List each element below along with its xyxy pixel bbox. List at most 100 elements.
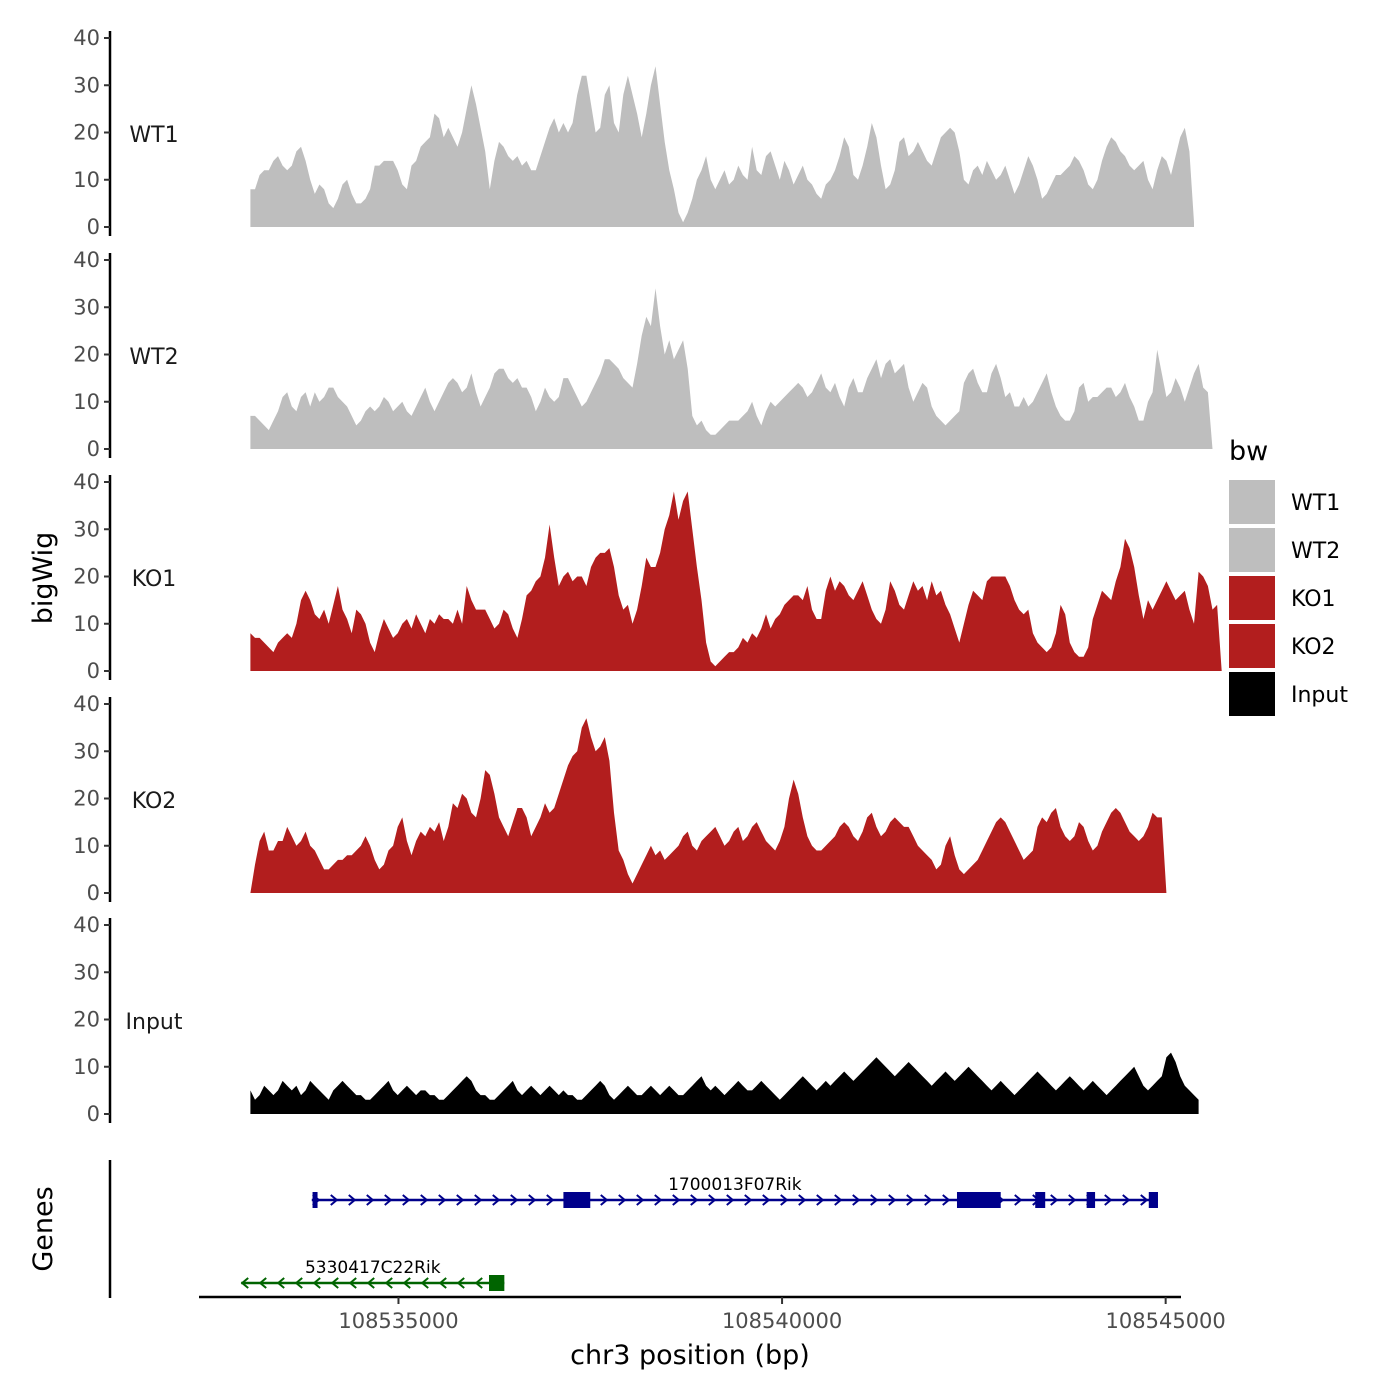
y-tick-label: 20 <box>73 343 100 367</box>
gene-exon <box>1035 1192 1046 1208</box>
strand-arrow <box>1014 1194 1023 1206</box>
strand-arrow <box>276 1277 285 1289</box>
strand-arrow <box>726 1194 735 1206</box>
y-tick-label: 30 <box>73 960 100 984</box>
y-tick-label: 0 <box>87 1102 100 1126</box>
track-label-wt1: WT1 <box>129 123 178 148</box>
strand-arrow <box>618 1194 627 1206</box>
legend-key-wt1 <box>1229 480 1275 524</box>
strand-arrow <box>384 1277 393 1289</box>
strand-arrow <box>294 1277 303 1289</box>
legend: bw WT1 WT2 KO1 KO2 Input <box>1229 436 1348 716</box>
strand-arrow <box>708 1194 717 1206</box>
y-tick-label: 10 <box>73 1055 100 1079</box>
strand-arrow <box>1140 1194 1149 1206</box>
strand-arrow <box>798 1194 807 1206</box>
y-tick-label: 0 <box>87 881 100 905</box>
track-label-input: Input <box>126 1010 183 1035</box>
strand-arrow <box>546 1194 555 1206</box>
track-panel-wt2: 0 10 20 30 40 WT2 <box>73 248 1213 461</box>
y-tick-label: 30 <box>73 295 100 319</box>
strand-arrow <box>654 1194 663 1206</box>
strand-arrow <box>510 1194 519 1206</box>
coverage-area-wt1 <box>250 66 1194 227</box>
strand-arrow <box>942 1194 951 1206</box>
legend-label-wt1: WT1 <box>1291 491 1340 516</box>
strand-arrow <box>258 1277 267 1289</box>
legend-title: bw <box>1229 436 1268 467</box>
gene-track: 1700013F07Rik 5330417C22Rik <box>108 1160 1158 1298</box>
coverage-area-wt2 <box>250 288 1213 449</box>
legend-label-input: Input <box>1291 683 1348 708</box>
legend-label-ko2: KO2 <box>1291 635 1336 660</box>
strand-arrow <box>762 1194 771 1206</box>
coverage-area-ko2 <box>250 718 1167 893</box>
strand-arrow <box>1050 1194 1059 1206</box>
legend-key-input <box>1229 672 1275 716</box>
strand-arrow <box>474 1194 483 1206</box>
strand-arrow <box>420 1277 429 1289</box>
strand-arrow <box>672 1194 681 1206</box>
y-tick-label: 30 <box>73 739 100 763</box>
y-tick-label: 0 <box>87 659 100 683</box>
gene-5330417c22rik: 5330417C22Rik <box>240 1258 505 1291</box>
strand-arrow <box>1104 1194 1113 1206</box>
gene-exon <box>1148 1192 1158 1208</box>
track-panel-wt1: 0 10 20 30 40 WT1 <box>73 26 1194 239</box>
gene-label: 1700013F07Rik <box>668 1175 802 1195</box>
strand-arrow <box>330 1194 339 1206</box>
coverage-area-input <box>250 1052 1199 1114</box>
gene-track-title: Genes <box>28 1186 59 1271</box>
strand-arrow <box>690 1194 699 1206</box>
legend-key-ko1 <box>1229 576 1275 620</box>
track-label-ko1: KO1 <box>132 567 177 592</box>
y-tick-label: 30 <box>73 73 100 97</box>
strand-arrow <box>888 1194 897 1206</box>
gene-exon <box>312 1192 318 1208</box>
strand-arrow <box>852 1194 861 1206</box>
strand-arrow <box>366 1277 375 1289</box>
legend-key-ko2 <box>1229 624 1275 668</box>
strand-arrow <box>438 1277 447 1289</box>
gene-exon <box>956 1192 1001 1208</box>
y-tick-label: 40 <box>73 26 100 50</box>
y-tick-label: 40 <box>73 692 100 716</box>
strand-arrow <box>636 1194 645 1206</box>
y-tick-label: 20 <box>73 787 100 811</box>
x-tick-label: 108535000 <box>338 1309 458 1333</box>
strand-arrow <box>492 1194 501 1206</box>
track-label-wt2: WT2 <box>129 345 178 370</box>
strand-arrow <box>366 1194 375 1206</box>
y-tick-label: 10 <box>73 390 100 414</box>
strand-arrow <box>456 1277 465 1289</box>
strand-arrow <box>348 1194 357 1206</box>
track-panel-input: 0 10 20 30 40 Input <box>73 913 1199 1126</box>
gene-exon <box>563 1192 591 1208</box>
y-tick-label: 20 <box>73 1008 100 1032</box>
y-tick-label: 10 <box>73 612 100 636</box>
strand-arrow <box>330 1277 339 1289</box>
strand-arrow <box>438 1194 447 1206</box>
strand-arrow <box>402 1194 411 1206</box>
y-tick-label: 0 <box>87 437 100 461</box>
x-axis: 108535000 108540000 108545000 <box>199 1295 1226 1333</box>
coverage-area-ko1 <box>250 491 1222 671</box>
strand-arrow <box>348 1277 357 1289</box>
strand-arrow <box>816 1194 825 1206</box>
gene-exon <box>1086 1192 1096 1208</box>
legend-label-ko1: KO1 <box>1291 587 1336 612</box>
strand-arrow <box>744 1194 753 1206</box>
x-axis-title: chr3 position (bp) <box>570 1340 810 1371</box>
x-tick-label: 108545000 <box>1106 1309 1226 1333</box>
strand-arrow <box>312 1277 321 1289</box>
strand-arrow <box>240 1277 249 1289</box>
coverage-tracks: 0 10 20 30 40 WT1 0 10 20 30 40 WT2 0 10 20 30 40 KO1 0 10 2… <box>73 26 1222 1126</box>
y-tick-label: 40 <box>73 248 100 272</box>
y-tick-label: 20 <box>73 565 100 589</box>
gene-1700013f07rik: 1700013F07Rik <box>311 1175 1158 1208</box>
y-tick-label: 40 <box>73 913 100 937</box>
y-tick-label: 20 <box>73 121 100 145</box>
strand-arrow <box>1122 1194 1131 1206</box>
y-tick-label: 30 <box>73 517 100 541</box>
